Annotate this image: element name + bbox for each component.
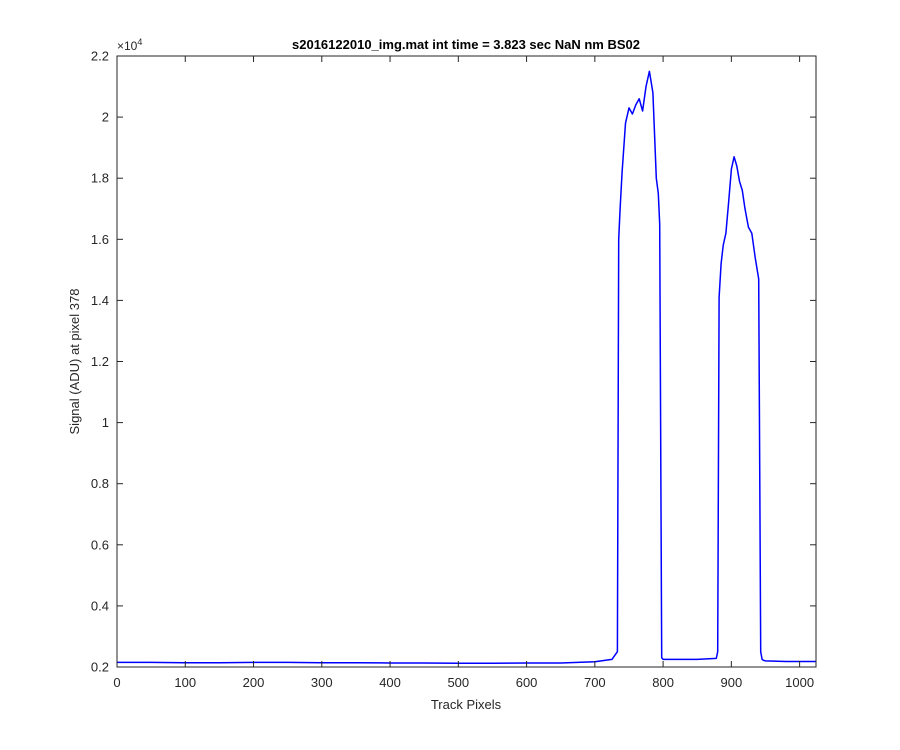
x-tick-label-9: 900 (721, 675, 743, 690)
y-axis-label: Signal (ADU) at pixel 378 (67, 289, 82, 435)
ticks-layer: 0 100 200 300 400 500 600 700 800 900 1000 0.2 0.4 0.… (91, 49, 816, 690)
y-tick-label-8: 1.8 (91, 171, 109, 186)
x-tick-label-1: 100 (174, 675, 196, 690)
y-tick-label-9: 2 (102, 110, 109, 125)
y-tick-label-2: 0.6 (91, 537, 109, 552)
x-tick-label-8: 800 (652, 675, 674, 690)
x-tick-label-5: 500 (447, 675, 469, 690)
chart-title: s2016122010_img.mat int time = 3.823 sec… (292, 37, 640, 52)
y-tick-label-7: 1.6 (91, 232, 109, 247)
y-exponent-base: ×10 (117, 39, 138, 53)
x-tick-label-7: 700 (584, 675, 606, 690)
y-tick-label-0: 0.2 (91, 660, 109, 675)
plot-area (117, 56, 816, 667)
y-tick-label-4: 1 (102, 415, 109, 430)
y-tick-label-1: 0.4 (91, 598, 109, 613)
y-exponent-label: ×104 (117, 37, 142, 53)
y-tick-label-6: 1.4 (91, 293, 109, 308)
data-layer (117, 70, 816, 665)
y-tick-label-5: 1.2 (91, 354, 109, 369)
x-tick-label-4: 400 (379, 675, 401, 690)
series-line-0 (117, 70, 816, 665)
x-tick-label-3: 300 (311, 675, 333, 690)
y-exponent-power: 4 (137, 37, 142, 47)
y-tick-label-10: 2.2 (91, 49, 109, 64)
x-tick-label-10: 1000 (785, 675, 814, 690)
x-axis-label: Track Pixels (431, 697, 502, 712)
x-tick-label-6: 600 (516, 675, 538, 690)
x-tick-label-0: 0 (113, 675, 120, 690)
y-tick-label-3: 0.8 (91, 476, 109, 491)
x-tick-label-2: 200 (243, 675, 265, 690)
